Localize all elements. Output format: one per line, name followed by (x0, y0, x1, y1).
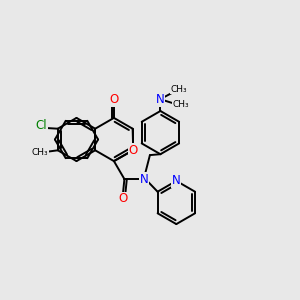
Text: O: O (129, 144, 138, 157)
Text: O: O (109, 93, 119, 106)
Text: N: N (140, 172, 148, 186)
Text: O: O (118, 192, 128, 205)
Text: CH₃: CH₃ (32, 148, 48, 157)
Text: N: N (172, 174, 181, 188)
Text: Cl: Cl (35, 119, 47, 132)
Text: CH₃: CH₃ (171, 85, 187, 94)
Text: N: N (156, 93, 165, 106)
Text: CH₃: CH₃ (172, 100, 189, 109)
